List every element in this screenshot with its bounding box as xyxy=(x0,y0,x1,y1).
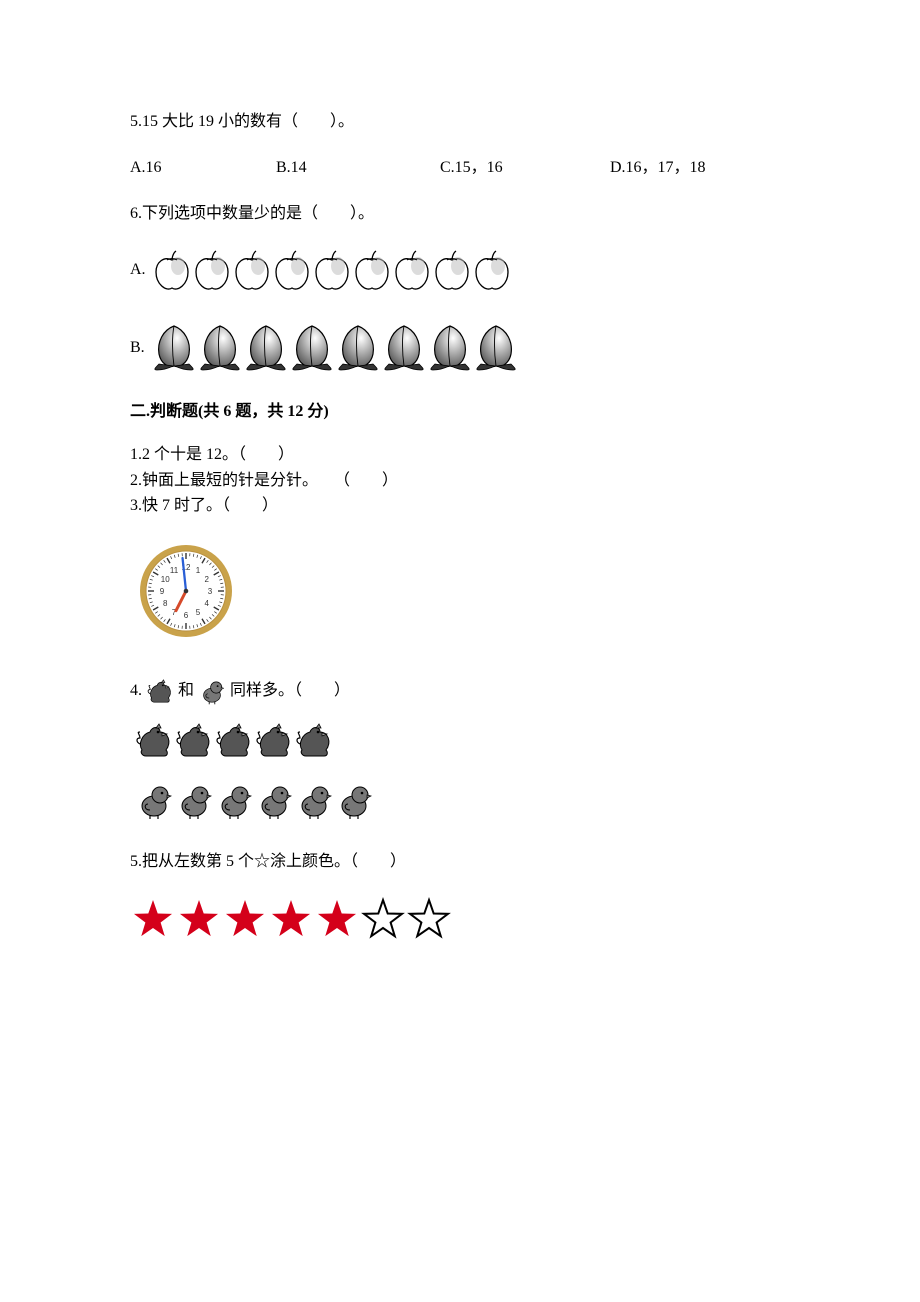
chick-icon xyxy=(198,677,226,705)
apple-icon xyxy=(272,248,312,294)
star-filled-icon xyxy=(268,896,314,942)
peach-icon xyxy=(289,322,335,372)
hens-row xyxy=(134,720,790,768)
chick-icon xyxy=(294,780,334,820)
chick-icon xyxy=(134,780,174,820)
hen-icon xyxy=(174,720,214,760)
hen-icon xyxy=(146,677,174,705)
peach-icon xyxy=(335,322,381,372)
q6-text: 6.下列选项中数量少的是（ ）。 xyxy=(130,202,790,226)
apple-icon xyxy=(472,248,512,294)
chick-icon xyxy=(214,780,254,820)
q6-a-label: A. xyxy=(130,258,146,294)
peach-icon xyxy=(151,322,197,372)
section2-title: 二.判断题(共 6 题，共 12 分) xyxy=(130,400,790,424)
q6-option-a: A. xyxy=(130,248,790,294)
peach-icon xyxy=(381,322,427,372)
q5-opt-d: D.16，17，18 xyxy=(610,156,706,180)
q5-text: 5.15 大比 19 小的数有（ ）。 xyxy=(130,110,790,134)
star-filled-icon xyxy=(176,896,222,942)
star-filled-icon xyxy=(222,896,268,942)
s2-q2: 2.钟面上最短的针是分针。 （ ） xyxy=(130,468,790,494)
apple-icon xyxy=(312,248,352,294)
apple-icon xyxy=(432,248,472,294)
svg-text:2: 2 xyxy=(205,575,210,584)
chick-icon xyxy=(254,780,294,820)
q5-opt-a: A.16 xyxy=(130,156,276,180)
star-empty-icon xyxy=(406,896,452,942)
stars-row xyxy=(130,896,790,942)
apple-icon xyxy=(352,248,392,294)
peach-icon xyxy=(473,322,519,372)
chicks-row xyxy=(134,780,790,828)
s2-q4-line: 4. 和 同样多。（ ） xyxy=(130,673,790,708)
hen-icon xyxy=(214,720,254,760)
s2-q1: 1.2 个十是 12。（ ） xyxy=(130,442,790,468)
star-filled-icon xyxy=(130,896,176,942)
q5-opt-b: B.14 xyxy=(276,156,440,180)
peach-icon xyxy=(427,322,473,372)
star-empty-icon xyxy=(360,896,406,942)
q5-options: A.16 B.14 C.15，16 D.16，17，18 xyxy=(130,156,790,180)
hen-icon xyxy=(146,677,174,705)
svg-text:3: 3 xyxy=(208,587,213,596)
s2-q5-text: 5.把从左数第 5 个☆涂上颜色。（ ） xyxy=(130,850,790,874)
peach-icon xyxy=(243,322,289,372)
chick-icon xyxy=(174,780,214,820)
s2-q4-mid: 和 xyxy=(178,682,194,699)
hen-icon xyxy=(294,720,334,760)
clock-icon: 121234567891011 xyxy=(138,543,234,639)
hen-icon xyxy=(254,720,294,760)
svg-text:4: 4 xyxy=(205,599,210,608)
clock: 121234567891011 xyxy=(138,543,790,639)
apple-row xyxy=(152,248,512,294)
star-filled-icon xyxy=(314,896,360,942)
svg-text:1: 1 xyxy=(196,566,201,575)
chick-icon xyxy=(198,677,226,705)
apple-icon xyxy=(152,248,192,294)
chick-icon xyxy=(334,780,374,820)
svg-text:9: 9 xyxy=(160,587,165,596)
apple-icon xyxy=(192,248,232,294)
q6-option-b: B. xyxy=(130,322,790,372)
peach-icon xyxy=(197,322,243,372)
q5-opt-c: C.15，16 xyxy=(440,156,610,180)
q6-b-label: B. xyxy=(130,336,145,372)
svg-text:8: 8 xyxy=(163,599,168,608)
apple-icon xyxy=(392,248,432,294)
apple-icon xyxy=(232,248,272,294)
svg-text:5: 5 xyxy=(196,608,201,617)
hen-icon xyxy=(134,720,174,760)
s2-q4-suffix: 同样多。（ ） xyxy=(230,682,350,699)
s2-q4-prefix: 4. xyxy=(130,682,142,699)
s2-q3: 3.快 7 时了。（ ） xyxy=(130,493,790,519)
svg-text:11: 11 xyxy=(170,566,179,575)
peach-row xyxy=(151,322,519,372)
svg-text:6: 6 xyxy=(184,611,189,620)
svg-text:10: 10 xyxy=(161,575,170,584)
